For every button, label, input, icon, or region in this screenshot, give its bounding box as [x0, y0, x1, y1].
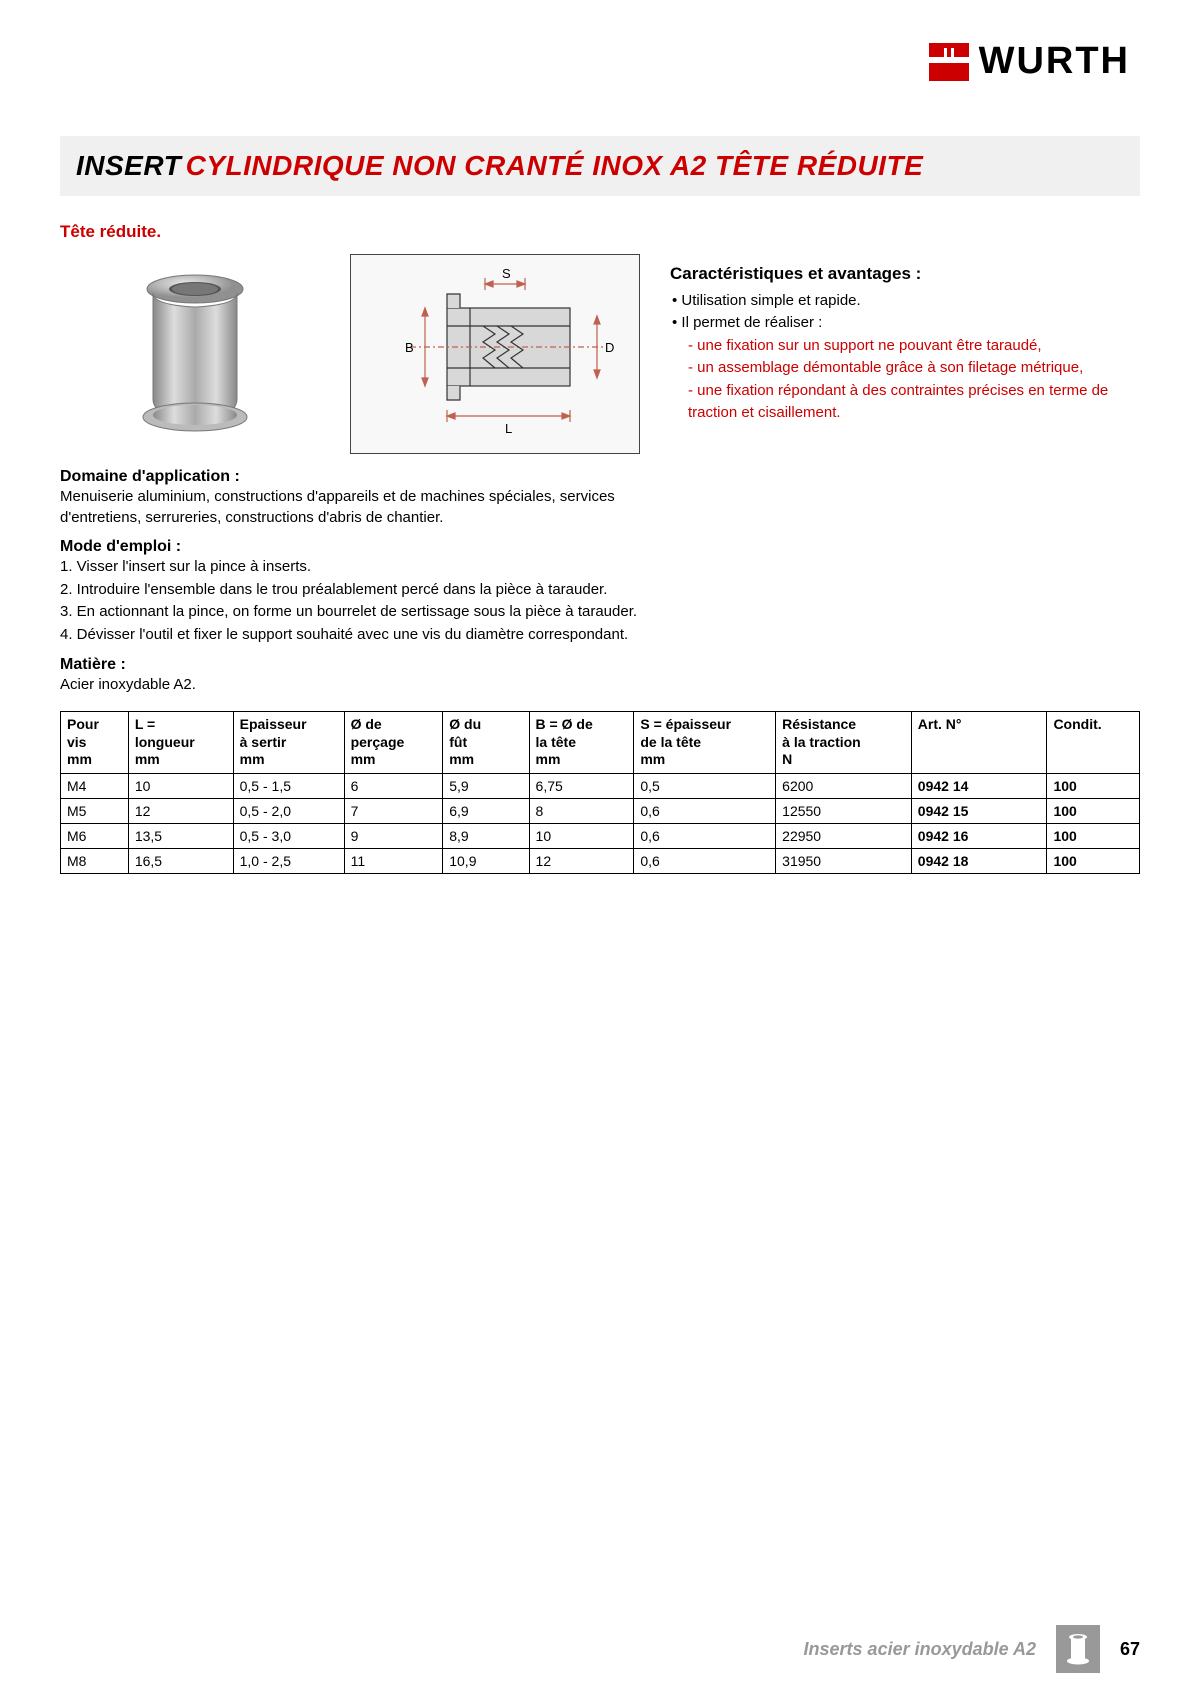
- table-cell: 13,5: [128, 823, 233, 848]
- table-cell: M4: [61, 773, 129, 798]
- table-cell: 6,75: [529, 773, 634, 798]
- brand-name: WURTH: [979, 40, 1130, 83]
- table-row: M5120,5 - 2,076,980,6125500942 15100: [61, 798, 1140, 823]
- table-cell: 0,5 - 2,0: [233, 798, 344, 823]
- table-cell: 12: [529, 848, 634, 873]
- characteristic-bullet: Il permet de réaliser :: [670, 312, 1140, 335]
- material-text: Acier inoxydable A2.: [60, 674, 650, 695]
- table-cell: 10: [529, 823, 634, 848]
- footer-category: Inserts acier inoxydable A2: [804, 1639, 1036, 1660]
- usage-step: 4. Dévisser l'outil et fixer le support …: [60, 624, 650, 647]
- table-cell: 0942 18: [911, 848, 1047, 873]
- table-cell: 6,9: [443, 798, 529, 823]
- title-red: CYLINDRIQUE NON CRANTÉ INOX A2 TÊTE RÉDU…: [186, 150, 924, 181]
- spec-table: PourvismmL =longueurmmEpaisseurà sertirm…: [60, 711, 1140, 874]
- table-row: M613,50,5 - 3,098,9100,6229500942 16100: [61, 823, 1140, 848]
- table-cell: 16,5: [128, 848, 233, 873]
- diagram-label-l: L: [505, 421, 512, 436]
- diagram-label-b: B: [405, 340, 414, 355]
- wurth-logo-icon: [929, 43, 969, 81]
- table-cell: 10,9: [443, 848, 529, 873]
- diagram-label-s: S: [502, 266, 511, 281]
- product-photo: [60, 254, 330, 454]
- table-cell: 0942 16: [911, 823, 1047, 848]
- table-cell: 7: [344, 798, 443, 823]
- table-column-header: Art. N°: [911, 712, 1047, 774]
- table-cell: 6200: [776, 773, 912, 798]
- table-column-header: Pourvismm: [61, 712, 129, 774]
- table-cell: 0,5 - 3,0: [233, 823, 344, 848]
- table-column-header: Ø dufûtmm: [443, 712, 529, 774]
- table-column-header: Résistanceà la tractionN: [776, 712, 912, 774]
- table-column-header: Condit.: [1047, 712, 1140, 774]
- table-cell: 0,6: [634, 823, 776, 848]
- page-footer: Inserts acier inoxydable A2 67: [0, 1625, 1140, 1673]
- table-cell: M8: [61, 848, 129, 873]
- table-cell: 8: [529, 798, 634, 823]
- usage-step: 3. En actionnant la pince, on forme un b…: [60, 601, 650, 624]
- table-row: M4100,5 - 1,565,96,750,562000942 14100: [61, 773, 1140, 798]
- characteristics-heading: Caractéristiques et avantages :: [670, 264, 1140, 284]
- table-column-header: Ø deperçagemm: [344, 712, 443, 774]
- table-cell: 10: [128, 773, 233, 798]
- table-column-header: S = épaisseurde la têtemm: [634, 712, 776, 774]
- table-cell: 0942 15: [911, 798, 1047, 823]
- brand-logo: WURTH: [60, 40, 1140, 86]
- table-row: M816,51,0 - 2,51110,9120,6319500942 1810…: [61, 848, 1140, 873]
- page-title: INSERT CYLINDRIQUE NON CRANTÉ INOX A2 TÊ…: [60, 136, 1140, 196]
- table-cell: 8,9: [443, 823, 529, 848]
- characteristic-sub-red: une fixation sur un support ne pouvant ê…: [688, 335, 1140, 358]
- table-cell: 0,6: [634, 798, 776, 823]
- characteristics-bullets: Utilisation simple et rapide.Il permet d…: [670, 290, 1140, 335]
- subtitle: Tête réduite.: [60, 222, 1140, 242]
- table-column-header: B = Ø dela têtemm: [529, 712, 634, 774]
- usage-heading: Mode d'emploi :: [60, 538, 650, 556]
- table-cell: 6: [344, 773, 443, 798]
- table-cell: 0,5: [634, 773, 776, 798]
- page-number: 67: [1120, 1639, 1140, 1660]
- characteristic-sub-red: un assemblage démontable grâce à son fil…: [688, 357, 1140, 380]
- table-cell: 100: [1047, 823, 1140, 848]
- table-cell: 31950: [776, 848, 912, 873]
- application-text: Menuiserie aluminium, constructions d'ap…: [60, 486, 650, 529]
- characteristic-bullet: Utilisation simple et rapide.: [670, 290, 1140, 313]
- table-cell: 100: [1047, 798, 1140, 823]
- table-cell: 100: [1047, 773, 1140, 798]
- table-cell: 11: [344, 848, 443, 873]
- table-cell: 0942 14: [911, 773, 1047, 798]
- usage-step: 1. Visser l'insert sur la pince à insert…: [60, 556, 650, 579]
- table-column-header: Epaisseurà sertirmm: [233, 712, 344, 774]
- table-cell: 5,9: [443, 773, 529, 798]
- table-cell: 100: [1047, 848, 1140, 873]
- table-cell: 0,6: [634, 848, 776, 873]
- characteristics-red-sublist: une fixation sur un support ne pouvant ê…: [670, 335, 1140, 425]
- technical-diagram: S B D L: [350, 254, 640, 454]
- table-cell: M6: [61, 823, 129, 848]
- application-heading: Domaine d'application :: [60, 468, 650, 486]
- table-cell: 12: [128, 798, 233, 823]
- title-black: INSERT: [76, 150, 181, 181]
- table-cell: M5: [61, 798, 129, 823]
- footer-category-icon: [1056, 1625, 1100, 1673]
- table-cell: 0,5 - 1,5: [233, 773, 344, 798]
- table-cell: 12550: [776, 798, 912, 823]
- usage-step: 2. Introduire l'ensemble dans le trou pr…: [60, 579, 650, 602]
- characteristic-sub-red: une fixation répondant à des contraintes…: [688, 380, 1140, 425]
- table-header-row: PourvismmL =longueurmmEpaisseurà sertirm…: [61, 712, 1140, 774]
- table-column-header: L =longueurmm: [128, 712, 233, 774]
- material-heading: Matière :: [60, 656, 650, 674]
- table-cell: 22950: [776, 823, 912, 848]
- diagram-label-d: D: [605, 340, 614, 355]
- table-cell: 9: [344, 823, 443, 848]
- usage-steps: 1. Visser l'insert sur la pince à insert…: [60, 556, 650, 646]
- table-cell: 1,0 - 2,5: [233, 848, 344, 873]
